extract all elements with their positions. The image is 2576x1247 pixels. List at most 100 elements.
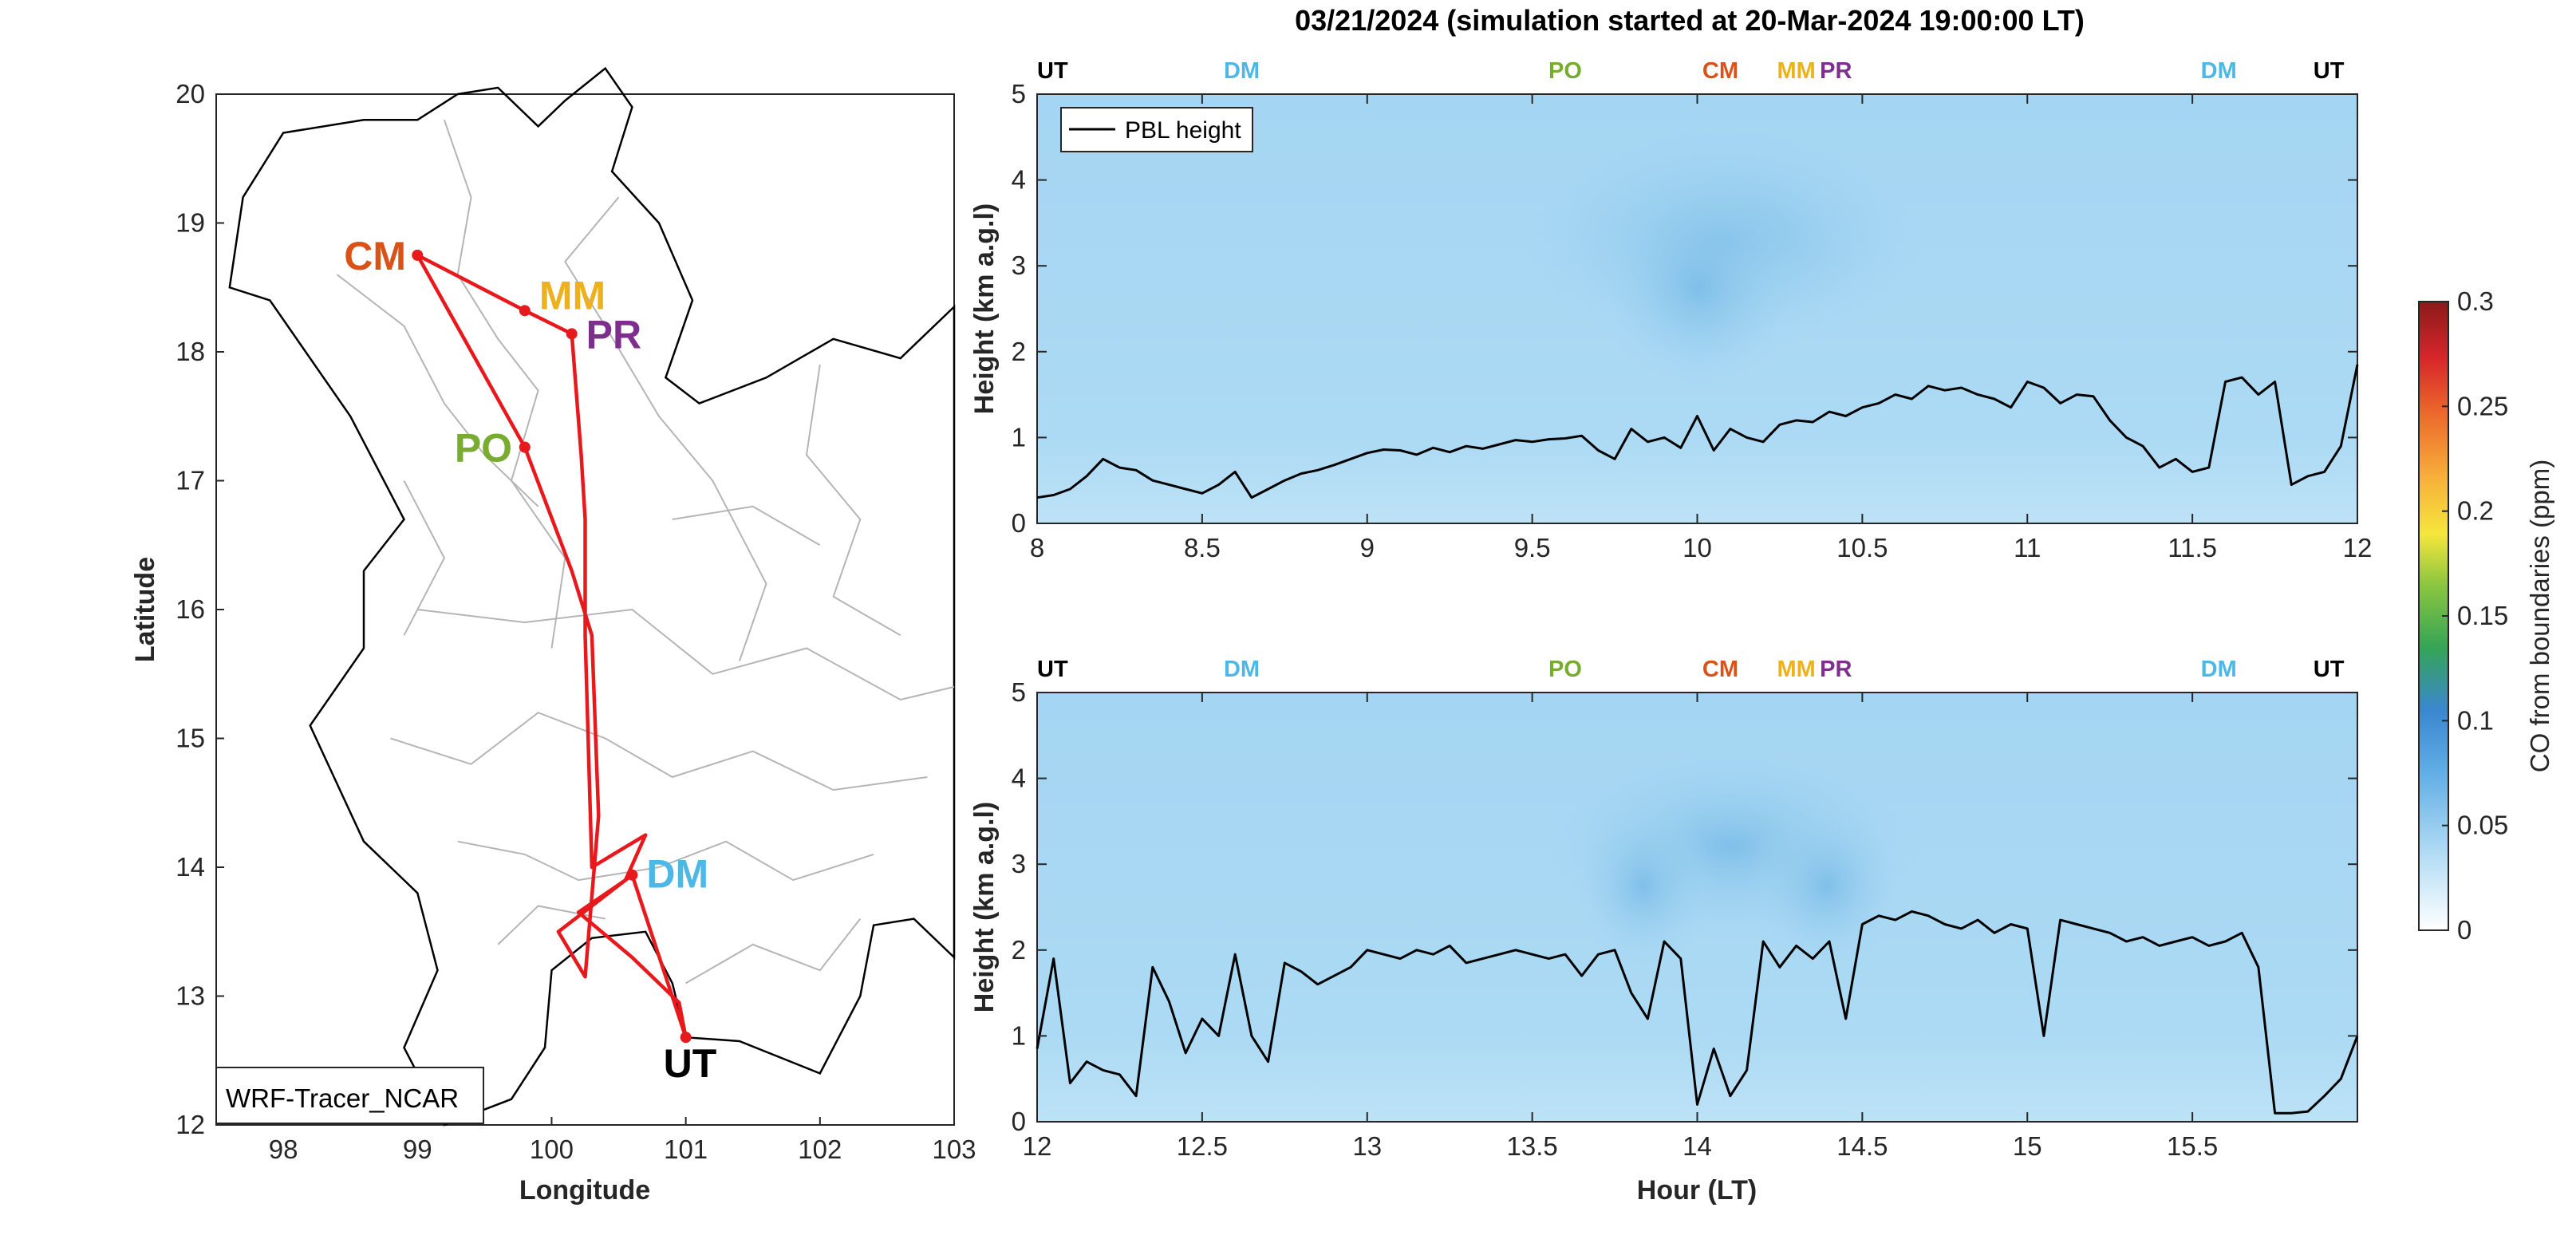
province-line	[564, 196, 767, 661]
site-top-label-dm: DM	[1224, 58, 1260, 84]
site-top-label-ut: UT	[2314, 58, 2345, 84]
map-y-label: Latitude	[130, 557, 160, 662]
site-top-label-pr: PR	[1820, 58, 1852, 84]
y-tick-label: 5	[1012, 677, 1026, 707]
x-tick-label: 10.5	[1836, 533, 1888, 562]
x-tick-label: 9.5	[1514, 533, 1551, 562]
site-top-label-dm: DM	[2201, 657, 2237, 682]
bottom-panel-plume-core-a	[1572, 798, 1715, 973]
map-y-tick-label: 16	[176, 594, 205, 624]
province-line	[417, 608, 955, 701]
map-x-label: Longitude	[519, 1175, 650, 1206]
pbl-series-line	[1036, 364, 2359, 499]
bottom-panel-site-labels: UT DM PO CM MM PR DM UT	[1037, 657, 2345, 682]
map-y-tick-label: 18	[176, 337, 205, 366]
province-line	[443, 119, 566, 649]
x-tick-label: 10	[1682, 533, 1712, 562]
province-line	[805, 365, 901, 637]
province-line	[403, 480, 446, 636]
colorbar-tick-label: 0	[2457, 915, 2471, 945]
colorbar-tick-label: 0.15	[2457, 601, 2508, 630]
map-y-ticks: 12 13 14 15 16 17 18 19 20	[176, 79, 224, 1139]
site-label-po: PO	[455, 426, 512, 471]
colorbar: 0 0.05 0.1 0.15 0.2 0.25 0.3 CO from boundarie…	[2418, 286, 2554, 945]
site-marker-cm	[412, 249, 424, 261]
top-panel-y-ticks: 0 1 2 3 4 5	[1012, 79, 2357, 538]
map-x-tick-label: 103	[932, 1135, 976, 1164]
site-label-mm: MM	[539, 273, 606, 318]
site-top-label-dm: DM	[1224, 657, 1260, 682]
x-tick-label: 13.5	[1507, 1131, 1558, 1161]
top-panel-x-ticks: 8 8.5 9 9.5 10 10.5 11 11.5 12	[1030, 94, 2373, 562]
province-line	[685, 917, 862, 985]
x-tick-label: 12	[2343, 533, 2373, 562]
bottom-panel-x-label: Hour (LT)	[1637, 1175, 1757, 1206]
colorbar-ticks: 0 0.05 0.1 0.15 0.2 0.25 0.3	[2442, 286, 2508, 945]
top-panel-plume-core	[1596, 176, 1803, 399]
x-tick-label: 8	[1030, 533, 1044, 562]
y-tick-label: 0	[1012, 508, 1026, 538]
province-line	[390, 712, 928, 791]
map-x-tick-label: 99	[403, 1135, 432, 1164]
colorbar-tick-label: 0.25	[2457, 391, 2508, 420]
site-label-cm: CM	[344, 234, 406, 278]
map-x-tick-label: 100	[530, 1135, 574, 1164]
province-line	[457, 840, 874, 882]
x-tick-label: 13	[1352, 1131, 1382, 1161]
bottom-panel-x-ticks: 12 12.5 13 13.5 14 14.5 15 15.5	[1023, 693, 2218, 1161]
x-tick-label: 11.5	[2168, 533, 2217, 562]
colorbar-label: CO from boundaries (ppm)	[2525, 460, 2554, 772]
colorbar-tick-label: 0.05	[2457, 811, 2508, 840]
site-top-label-ut: UT	[1037, 657, 1068, 682]
site-top-label-mm: MM	[1777, 657, 1815, 682]
x-tick-label: 12.5	[1177, 1131, 1228, 1161]
top-panel-y-label: Height (km a.g.l)	[969, 203, 1000, 414]
site-top-label-dm: DM	[2201, 58, 2237, 84]
y-tick-label: 4	[1012, 165, 1026, 195]
bottom-panel-y-ticks: 0 1 2 3 4 5	[1012, 677, 2357, 1136]
bottom-panel-pbl-line	[1036, 910, 2359, 1115]
y-tick-label: 2	[1012, 337, 1026, 366]
top-panel-pbl-line	[1036, 364, 2359, 499]
colorbar-tick-label: 0.1	[2457, 705, 2494, 735]
site-top-label-pr: PR	[1820, 657, 1852, 682]
x-tick-label: 15	[2013, 1131, 2042, 1161]
map-y-tick-label: 12	[176, 1110, 205, 1139]
y-tick-label: 3	[1012, 251, 1026, 280]
site-marker-dm	[626, 869, 638, 881]
site-top-label-ut: UT	[1037, 58, 1068, 84]
model-label-box	[215, 1067, 484, 1124]
y-tick-label: 0	[1012, 1107, 1026, 1136]
site-marker-ut	[680, 1032, 692, 1044]
map-y-tick-label: 14	[176, 852, 205, 882]
model-label: WRF-Tracer_NCAR	[226, 1083, 459, 1113]
y-tick-label: 1	[1012, 1020, 1026, 1050]
site-top-label-po: PO	[1548, 58, 1582, 84]
figure-title: 03/21/2024 (simulation started at 20-Mar…	[1295, 4, 2085, 37]
x-tick-label: 8.5	[1184, 533, 1221, 562]
colorbar-tick-label: 0.3	[2457, 286, 2494, 316]
site-label-pr: PR	[586, 312, 641, 357]
pbl-series-line	[1036, 910, 2359, 1115]
site-top-label-mm: MM	[1777, 58, 1815, 84]
site-top-label-cm: CM	[1702, 657, 1738, 682]
map-y-tick-label: 17	[176, 466, 205, 495]
province-line	[672, 505, 821, 547]
colorbar-tick-label: 0.2	[2457, 496, 2494, 526]
y-tick-label: 1	[1012, 422, 1026, 452]
site-label-ut: UT	[664, 1041, 717, 1086]
x-tick-label: 14.5	[1836, 1131, 1888, 1161]
map-y-tick-label: 20	[176, 79, 205, 109]
map-x-tick-label: 101	[664, 1135, 708, 1164]
map-x-tick-label: 102	[798, 1135, 842, 1164]
x-tick-label: 12	[1023, 1131, 1052, 1161]
site-top-label-cm: CM	[1702, 58, 1738, 84]
map-y-tick-label: 19	[176, 208, 205, 238]
top-panel-site-labels: UT DM PO CM MM PR DM UT	[1037, 58, 2345, 84]
site-top-label-ut: UT	[2314, 657, 2345, 682]
